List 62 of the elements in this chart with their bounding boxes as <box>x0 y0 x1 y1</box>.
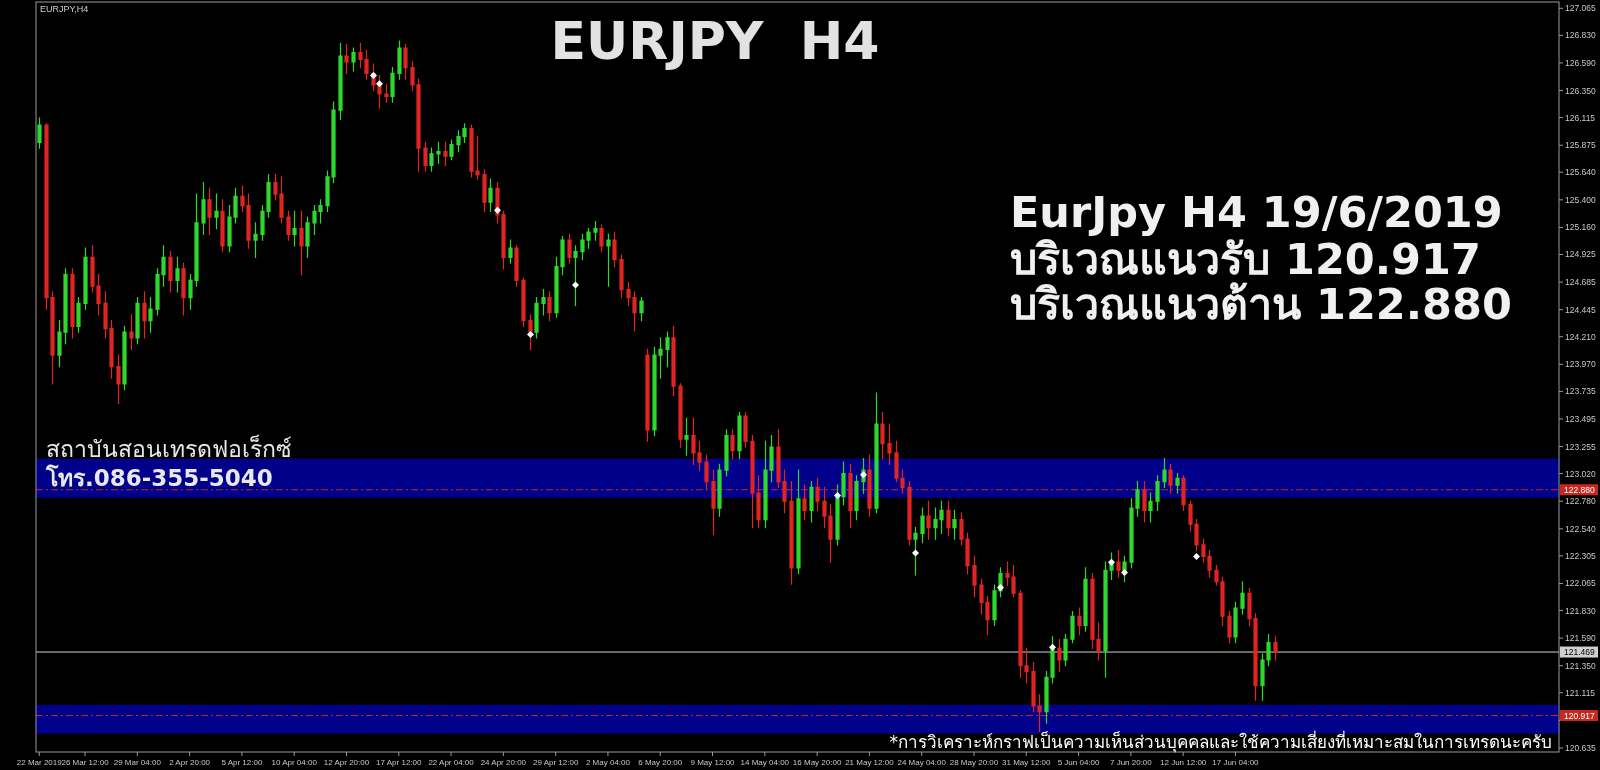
x-tick-label: 14 May 04:00 <box>740 758 790 767</box>
x-tick-label: 12 Jun 12:00 <box>1160 758 1207 767</box>
x-tick-label: 22 Apr 04:00 <box>428 758 475 767</box>
y-tick-label: 122.305 <box>1565 550 1596 561</box>
annotation: *การวิเคราะห์กราฟเป็นความเห็นส่วนบุคคลและใช้ความเสี่ยงที่เหมาะสมในการเทรดนะครับ <box>889 732 1552 752</box>
y-tick-label: 125.400 <box>1565 194 1596 205</box>
y-tick-label: 124.210 <box>1565 331 1596 342</box>
y-tick-label: 127.065 <box>1565 3 1596 14</box>
ref-label: 121.469 <box>1560 646 1598 658</box>
x-tick-label: 24 May 04:00 <box>897 758 947 767</box>
x-tick-label: 16 May 20:00 <box>792 758 842 767</box>
annotation: EurJpy H4 19/6/2019 <box>1010 187 1503 237</box>
x-tick-label: 9 May 12:00 <box>690 758 736 767</box>
y-tick-label: 126.115 <box>1565 112 1596 123</box>
ref-line-label: 122.880 <box>1564 484 1595 495</box>
ref-label: 120.917 <box>1560 710 1598 722</box>
annotation: EURJPY,H4 <box>40 4 89 14</box>
ref-line-label: 121.469 <box>1564 647 1595 658</box>
x-tick-label: 29 Apr 12:00 <box>532 758 579 767</box>
y-tick-label: 121.830 <box>1565 605 1596 616</box>
x-tick-label: 28 May 20:00 <box>949 758 999 767</box>
y-tick-label: 126.590 <box>1565 57 1596 68</box>
x-tick-label: 24 Apr 20:00 <box>480 758 527 767</box>
annotation: บริเวณแนวต้าน 122.880 <box>1010 279 1512 329</box>
y-tick-label: 123.020 <box>1565 468 1596 479</box>
y-tick-label: 120.635 <box>1565 742 1596 753</box>
y-tick-label: 121.350 <box>1565 660 1596 671</box>
y-tick-label: 125.875 <box>1565 140 1596 151</box>
x-tick-label: 21 May 12:00 <box>845 758 895 767</box>
y-tick-label: 123.495 <box>1565 413 1596 424</box>
ref-line-label: 120.917 <box>1564 710 1595 721</box>
y-tick-label: 123.970 <box>1565 359 1596 370</box>
y-tick-label: 125.160 <box>1565 222 1596 233</box>
x-tick-label: 6 May 20:00 <box>638 758 683 767</box>
y-tick-label: 122.540 <box>1565 523 1596 534</box>
x-tick-label: 10 Apr 04:00 <box>271 758 318 767</box>
y-tick-label: 126.350 <box>1565 85 1596 96</box>
x-tick-label: 2 Apr 20:00 <box>169 758 211 767</box>
x-tick-label: 5 Jun 04:00 <box>1057 758 1101 767</box>
y-tick-label: 123.735 <box>1565 386 1596 397</box>
ref-label: 122.880 <box>1560 484 1598 496</box>
y-tick-label: 121.115 <box>1565 687 1596 698</box>
y-tick-label: 125.640 <box>1565 167 1596 178</box>
x-tick-label: 5 Apr 12:00 <box>221 758 263 767</box>
y-tick-label: 124.685 <box>1565 277 1596 288</box>
x-tick-label: 17 Jun 04:00 <box>1212 758 1260 767</box>
y-tick-label: 126.830 <box>1565 30 1596 41</box>
annotation: สถาบันสอนเทรดฟอเร็กซ์ <box>46 436 292 462</box>
y-tick-label: 121.590 <box>1565 633 1596 644</box>
y-tick-label: 122.065 <box>1565 578 1596 589</box>
y-tick-label: 124.445 <box>1565 304 1596 315</box>
x-tick-label: 17 Apr 12:00 <box>376 758 423 767</box>
x-tick-label: 12 Apr 20:00 <box>323 758 370 767</box>
y-tick-label: 123.255 <box>1565 441 1596 452</box>
title: EURJPY H4 <box>550 11 880 71</box>
y-tick-label: 124.925 <box>1565 249 1596 260</box>
y-tick-label: 122.780 <box>1565 496 1596 507</box>
x-tick-label: 29 Mar 04:00 <box>113 758 162 767</box>
x-tick-label: 31 May 12:00 <box>1002 758 1052 767</box>
x-tick-label: 2 May 04:00 <box>585 758 631 767</box>
annotation: โทร.086-355-5040 <box>46 465 273 491</box>
x-tick-label: 7 Jun 20:00 <box>1109 758 1153 767</box>
